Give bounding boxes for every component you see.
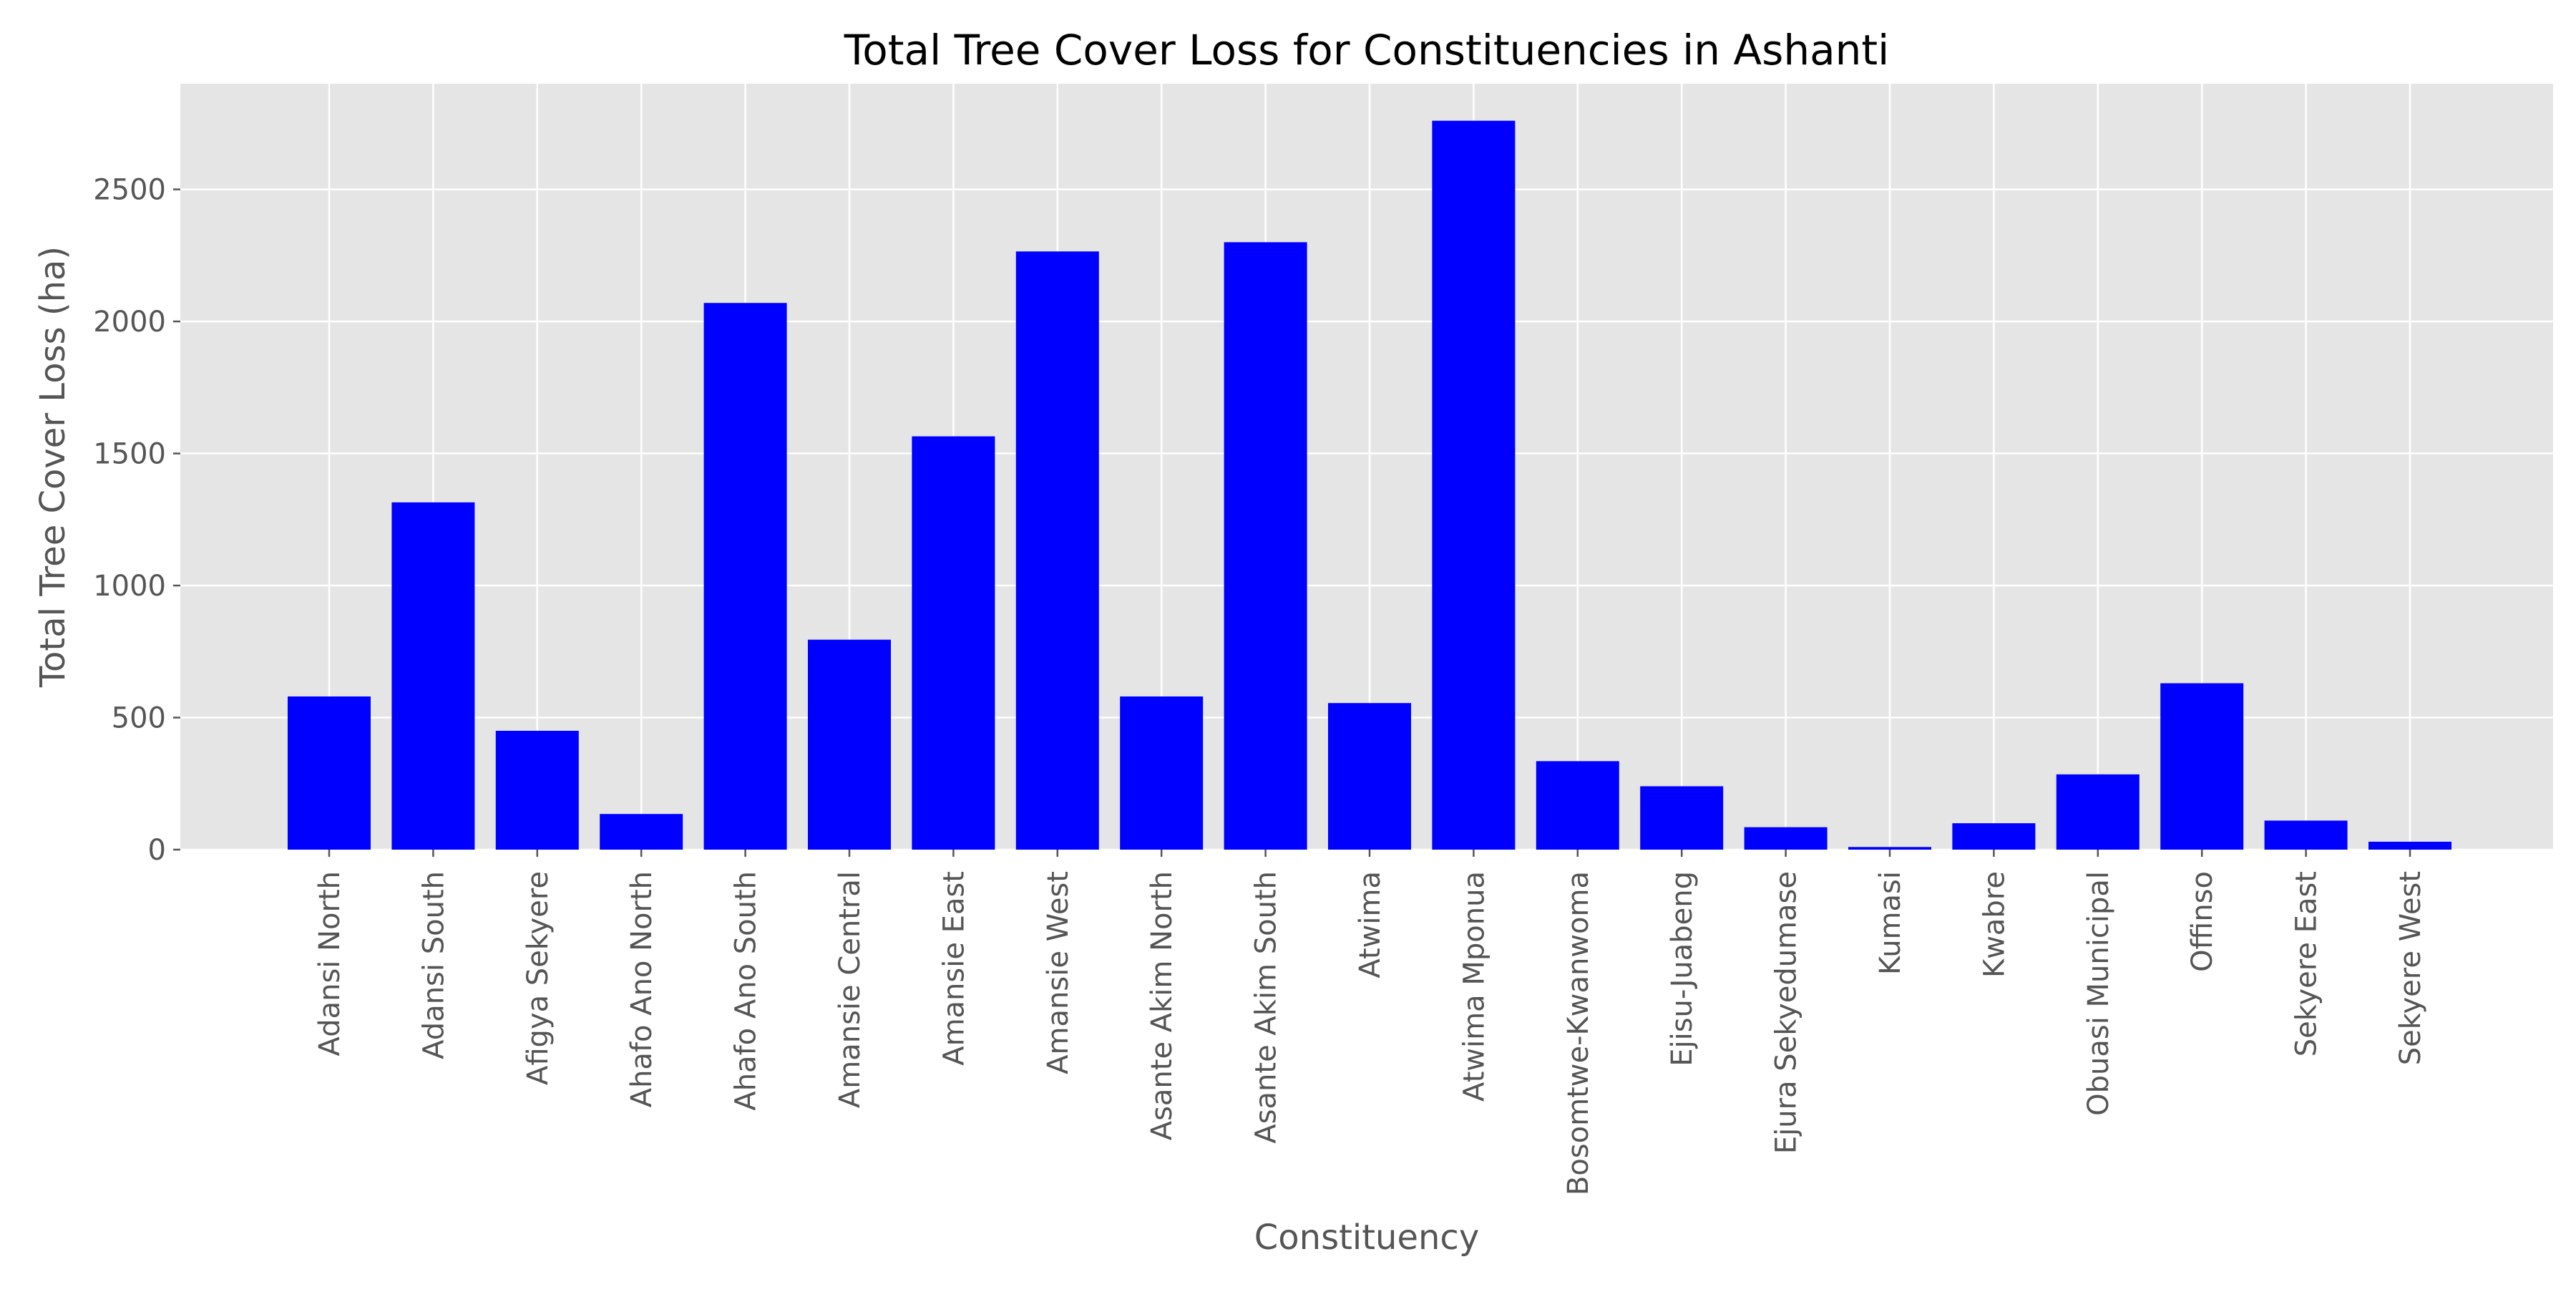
x-tick-label: Obuasi Municipal bbox=[2082, 871, 2115, 1116]
x-tick-label: Ejisu-Juabeng bbox=[1666, 871, 1699, 1067]
bar bbox=[1848, 847, 1931, 850]
bar bbox=[1015, 251, 1099, 850]
bar bbox=[288, 696, 371, 850]
y-tick-label: 2000 bbox=[93, 306, 166, 339]
x-tick-label: Adansi North bbox=[313, 871, 346, 1056]
bar bbox=[703, 303, 787, 850]
bar bbox=[912, 436, 995, 850]
x-tick-label: Ejura Sekyedumase bbox=[1770, 871, 1803, 1154]
x-tick-label: Atwima bbox=[1354, 871, 1387, 978]
bar bbox=[2264, 820, 2348, 850]
x-axis-ticks: Adansi North Adansi South Afigya Sekyere Ah… bbox=[313, 850, 2427, 1195]
y-axis-label: Total Tree Cover Loss (ha) bbox=[33, 246, 73, 688]
x-tick-label: Afigya Sekyere bbox=[522, 871, 555, 1085]
chart-title: Total Tree Cover Loss for Constituencies… bbox=[844, 26, 1890, 74]
bar bbox=[1432, 120, 1516, 850]
bar bbox=[2056, 774, 2140, 850]
bar bbox=[1952, 823, 2036, 850]
x-tick-label: Sekyere West bbox=[2394, 871, 2427, 1065]
y-tick-label: 1500 bbox=[93, 438, 166, 471]
x-tick-label: Bosomtwe-Kwanwoma bbox=[1562, 871, 1595, 1195]
bar bbox=[1536, 761, 1619, 850]
bar bbox=[391, 502, 475, 850]
x-tick-label: Amansie East bbox=[937, 871, 970, 1066]
y-tick-label: 2500 bbox=[93, 174, 166, 207]
x-tick-label: Sekyere East bbox=[2290, 871, 2323, 1057]
x-tick-label: Ahafo Ano South bbox=[730, 871, 763, 1111]
y-tick-label: 1000 bbox=[93, 570, 166, 603]
bar bbox=[1640, 786, 1724, 850]
bar bbox=[2368, 841, 2451, 850]
bar bbox=[1328, 703, 1411, 850]
bar bbox=[1120, 696, 1204, 850]
y-tick-label: 0 bbox=[148, 834, 166, 867]
bars bbox=[288, 120, 2451, 850]
bar bbox=[1224, 242, 1307, 850]
bar bbox=[808, 639, 891, 850]
x-tick-label: Ahafo Ano North bbox=[625, 871, 658, 1107]
x-tick-label: Asante Akim South bbox=[1250, 871, 1283, 1144]
bar bbox=[2160, 683, 2244, 850]
x-axis-label: Constituency bbox=[1254, 1218, 1479, 1258]
x-tick-label: Offinso bbox=[2186, 871, 2219, 972]
y-axis-ticks: 0 500 1000 1500 2000 2500 bbox=[93, 174, 180, 867]
x-tick-label: Asante Akim North bbox=[1146, 871, 1179, 1140]
bar bbox=[600, 814, 683, 850]
x-tick-label: Kwabre bbox=[1978, 871, 2011, 978]
x-tick-label: Atwima Mponua bbox=[1458, 871, 1491, 1102]
x-tick-label: Kumasi bbox=[1874, 871, 1907, 975]
bar bbox=[1744, 827, 1828, 850]
y-tick-label: 500 bbox=[112, 702, 166, 735]
bar bbox=[495, 730, 579, 850]
x-tick-label: Adansi South bbox=[417, 871, 450, 1059]
x-tick-label: Amansie Central bbox=[834, 871, 867, 1108]
x-tick-label: Amansie West bbox=[1042, 871, 1075, 1074]
